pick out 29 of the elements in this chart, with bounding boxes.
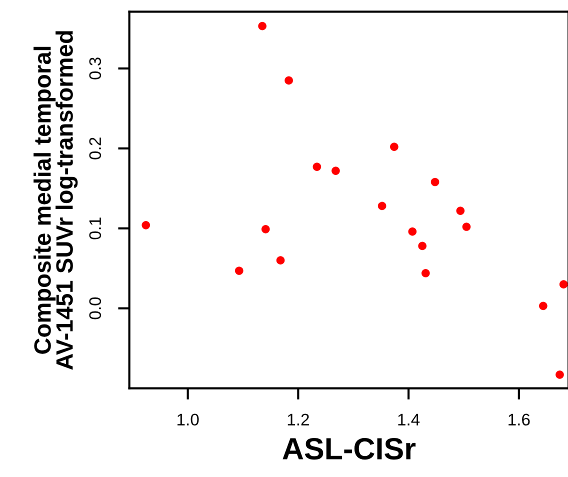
- x-tick-label: 1.0: [178, 414, 199, 426]
- point: [418, 242, 427, 250]
- y-tick-label: 0.2: [89, 138, 102, 160]
- x-tick-label: 1.4: [398, 414, 420, 426]
- x-axis-title: ASL-CISr: [282, 438, 416, 460]
- x-tick-label: 1.2: [288, 414, 309, 426]
- y-tick-label: 0.1: [89, 218, 102, 240]
- point: [556, 370, 564, 379]
- point: [312, 162, 322, 171]
- point: [276, 256, 285, 265]
- point: [462, 222, 471, 231]
- point: [378, 202, 386, 210]
- point: [332, 166, 340, 175]
- x-tick-label: 1.6: [508, 414, 530, 426]
- point: [559, 280, 568, 289]
- point: [390, 142, 398, 151]
- point: [261, 225, 270, 234]
- y-tick-label: 0.0: [89, 297, 102, 320]
- y-axis-title: Composite medial temporal AV-1451 SUVr log-transformed: [34, 31, 78, 370]
- point: [142, 221, 150, 230]
- point: [258, 22, 266, 30]
- point: [539, 302, 548, 310]
- point: [456, 206, 465, 215]
- y-tick-label: 0.3: [89, 58, 102, 80]
- point: [408, 227, 417, 236]
- point: [430, 178, 440, 186]
- point: [421, 268, 430, 278]
- point: [284, 76, 293, 85]
- point: [234, 266, 244, 275]
